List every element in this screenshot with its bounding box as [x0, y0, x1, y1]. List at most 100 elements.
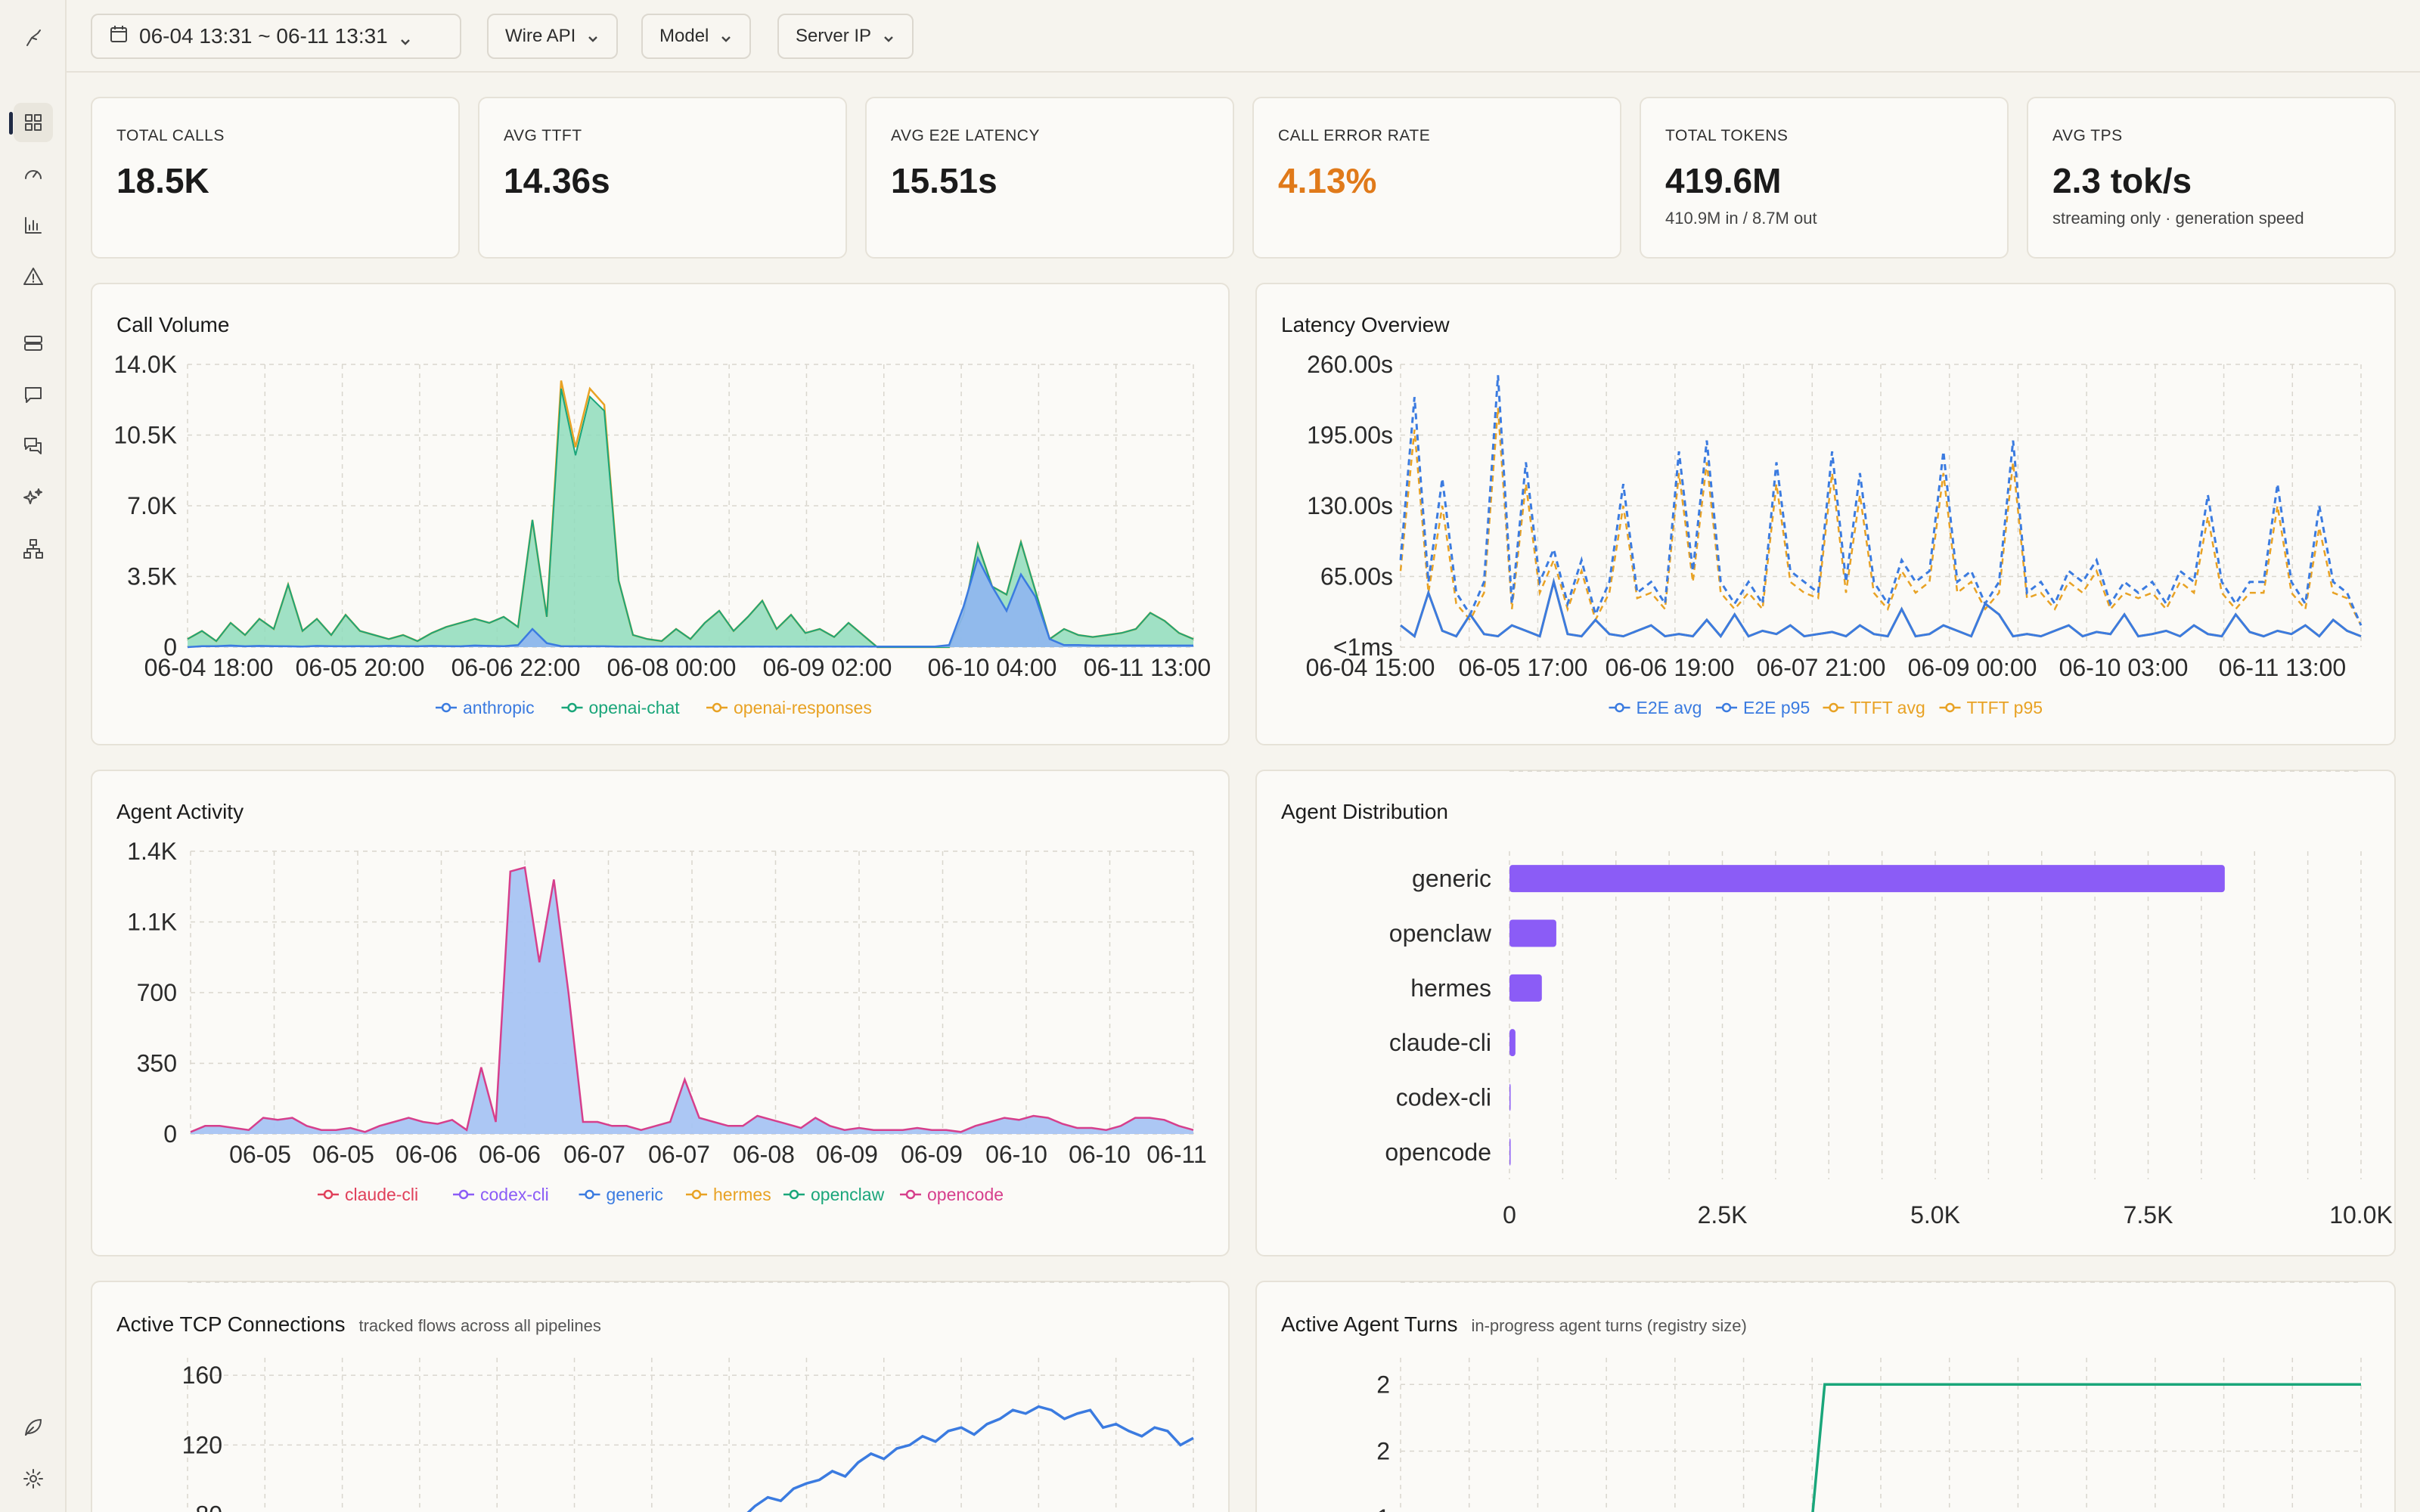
legend-marker — [691, 1189, 702, 1200]
legend-label: openclaw — [811, 1185, 885, 1204]
x-tick-label: 06-11 — [1146, 1141, 1206, 1168]
y-tick-label: 2 — [1376, 1371, 1390, 1398]
active-agent-turns-panel: Active Agent Turns in-progress agent tur… — [1255, 1281, 2396, 1512]
dashboard-icon[interactable] — [14, 103, 53, 142]
x-tick-label: 06-06 — [396, 1141, 458, 1168]
area-openai-chat — [188, 389, 1193, 647]
x-tick-label: 06-05 20:00 — [296, 654, 425, 681]
panel-title: Agent Distribution — [1281, 800, 1449, 823]
line-openai-chat — [187, 388, 1194, 648]
active-agent-turns-chart: 1 2 2 — [1376, 1281, 2362, 1512]
line-openai-responses — [187, 380, 1194, 649]
kpi-label: CALL ERROR RATE — [1278, 127, 1431, 144]
legend-label: openai-responses — [734, 698, 872, 717]
active-tcp-connections-chart: 80 120 160 — [182, 1281, 1194, 1512]
sparkle-icon[interactable] — [14, 478, 53, 517]
chevron-down-icon — [586, 29, 600, 43]
x-tick-label: 0 — [1503, 1201, 1516, 1228]
bar-generic — [1509, 865, 2225, 893]
legend-label: generic — [607, 1185, 663, 1204]
y-tick-label: 120 — [182, 1431, 222, 1458]
x-tick-label: 5.0K — [1910, 1201, 1960, 1228]
legend-label: openai-chat — [589, 698, 681, 717]
y-tick-label: 2 — [1376, 1438, 1390, 1465]
x-tick-label: 06-07 — [648, 1141, 710, 1168]
legend-label: E2E avg — [1637, 698, 1702, 717]
y-tick-label: <1ms — [1333, 634, 1393, 661]
legend-marker — [585, 1189, 594, 1200]
x-tick-label: 06-07 — [563, 1141, 625, 1168]
chevron-down-icon — [719, 29, 733, 43]
gauge-icon[interactable] — [14, 154, 53, 194]
legend-marker — [789, 1189, 799, 1200]
server-icon[interactable] — [14, 324, 53, 363]
legend-marker — [1615, 702, 1624, 713]
messages-icon[interactable] — [14, 426, 53, 466]
line-e2e-p95 — [1399, 375, 2363, 626]
kpi-card-avg-ttft: AVG TTFT 14.36s — [478, 97, 847, 259]
date-range-picker[interactable]: 06-04 13:31 ~ 06-11 13:31 — [91, 14, 461, 59]
agent-activity-chart: 0 350 700 1.1K 1.4K 06-05 06-05 06-06 06-06 06-07… — [127, 838, 1207, 1204]
x-tick-label: 06-09 — [816, 1141, 878, 1168]
kpi-value: 4.13% — [1278, 161, 1377, 200]
legend-marker — [441, 702, 451, 713]
legend-label: opencode — [927, 1185, 1004, 1204]
kpi-label: AVG E2E LATENCY — [891, 127, 1040, 144]
logo-icon[interactable] — [14, 18, 53, 57]
bar-chart-icon[interactable] — [14, 206, 53, 245]
x-tick-label: 06-06 — [479, 1141, 541, 1168]
x-tick-label: 06-05 — [312, 1141, 374, 1168]
category-label: opencode — [1385, 1139, 1491, 1166]
panel-subtitle: in-progress agent turns (registry size) — [1471, 1316, 1747, 1335]
x-tick-label: 06-04 15:00 — [1306, 654, 1435, 681]
wire-api-dropdown[interactable]: Wire API — [487, 14, 619, 59]
agent-distribution-panel: Agent Distribution generic openclaw hermes… — [1255, 770, 2396, 1256]
category-label: claude-cli — [1389, 1029, 1491, 1056]
kpi-label: TOTAL CALLS — [116, 127, 225, 144]
y-tick-label: 260.00s — [1307, 351, 1393, 378]
panel-title: Active Agent Turns — [1281, 1312, 1458, 1336]
x-tick-label: 06-07 21:00 — [1757, 654, 1886, 681]
leaf-icon[interactable] — [14, 1408, 53, 1447]
legend-marker — [1721, 702, 1732, 713]
kpi-label: TOTAL TOKENS — [1665, 127, 1789, 144]
server-ip-dropdown[interactable]: Server IP — [777, 14, 914, 59]
network-icon[interactable] — [14, 529, 53, 569]
area-anthropic — [188, 558, 1193, 647]
legend-marker — [905, 1189, 916, 1200]
legend-marker — [1945, 702, 1955, 713]
active-tcp-connections-panel: Active TCP Connections tracked flows acr… — [91, 1281, 1230, 1512]
legend-marker — [567, 702, 577, 713]
legend-label: hermes — [713, 1185, 771, 1204]
bar-hermes — [1509, 974, 1542, 1002]
y-tick-label: 1.1K — [127, 909, 177, 936]
x-tick-label: 06-09 02:00 — [763, 654, 892, 681]
calendar-icon — [109, 24, 129, 49]
kpi-card-call-error-rate: CALL ERROR RATE 4.13% — [1252, 97, 1621, 259]
legend-label: codex-cli — [480, 1185, 549, 1204]
legend-marker — [712, 702, 722, 713]
kpi-value: 18.5K — [116, 161, 209, 200]
kpi-card-total-tokens: TOTAL TOKENS 419.6M 410.9M in / 8.7M out — [1640, 97, 2009, 259]
kpi-card-avg-tps: AVG TPS 2.3 tok/s streaming only · gener… — [2027, 97, 2396, 259]
category-label: generic — [1412, 865, 1491, 892]
y-tick-label: 130.00s — [1307, 492, 1393, 519]
panel-title: Active TCP Connections — [116, 1312, 346, 1336]
line-anthropic — [187, 556, 1193, 649]
bar-opencode — [1509, 1138, 1511, 1166]
x-tick-label: 7.5K — [2124, 1201, 2173, 1228]
legend-label: TTFT avg — [1851, 698, 1925, 717]
message-icon[interactable] — [14, 375, 53, 414]
line-tcp-connections — [746, 1405, 1194, 1512]
alert-icon[interactable] — [14, 257, 53, 296]
category-label: codex-cli — [1396, 1084, 1491, 1111]
y-tick-label: 350 — [137, 1050, 177, 1077]
y-tick-label: 195.00s — [1307, 422, 1393, 449]
bar-claude-cli — [1509, 1029, 1516, 1057]
x-tick-label: 06-05 — [229, 1141, 291, 1168]
y-tick-label: 160 — [182, 1362, 222, 1389]
model-dropdown[interactable]: Model — [641, 14, 752, 59]
latency-overview-panel: Latency Overview <1ms 65.00s 130.00s 195.00… — [1255, 283, 2396, 745]
x-tick-label: 06-05 17:00 — [1459, 654, 1588, 681]
settings-icon[interactable] — [14, 1459, 53, 1498]
